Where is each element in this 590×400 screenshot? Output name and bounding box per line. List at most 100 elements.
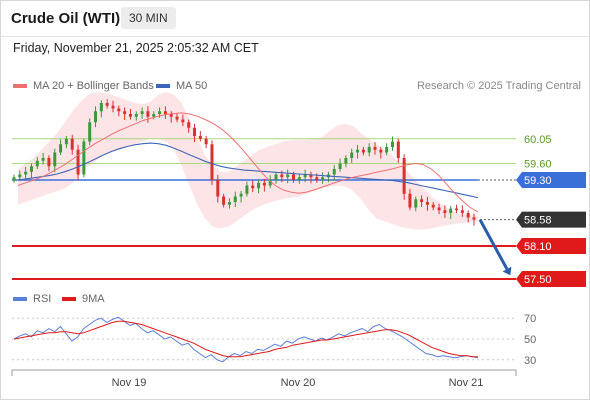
level-tag-59.30 [516,172,586,188]
candle-body [88,122,92,142]
x-tick-label-nov-19: Nov 19 [112,377,147,389]
candle-body [193,127,197,136]
legend-ma50-label: MA 50 [176,80,208,92]
candle-body [128,114,132,117]
candle-body [262,182,266,186]
candle-body [134,114,138,117]
candle-body [227,202,231,205]
candle-body [425,202,429,205]
rsi-tick-label-70: 70 [524,313,536,325]
bollinger-band-fill [18,92,478,230]
candle-body [309,174,313,178]
candle-body [204,138,208,145]
candle-body [158,111,162,114]
candle-body [175,116,179,120]
candle-body [315,177,319,180]
candle-body [449,208,453,213]
rsi-swatch [13,297,27,301]
candle-body [303,174,307,178]
candle-body [146,111,150,117]
candle-body [233,196,237,202]
candle-body [41,158,45,161]
candle-body [420,199,424,202]
candle-body [245,185,249,194]
candle-body [99,103,103,112]
candle-body [460,210,464,213]
candle-body [291,174,295,180]
candle-body [321,177,325,180]
candle-body [24,171,28,175]
candle-body [169,114,173,117]
candle-body [257,182,261,189]
candle-body [59,144,63,153]
candle-body [455,208,459,211]
candle-body [82,141,86,175]
candle-body [274,174,278,180]
x-tick-label-nov-20: Nov 20 [281,377,316,389]
level-label-57.50: 57.50 [524,274,552,286]
instrument-title: Crude Oil (WTI) [11,10,121,27]
candle-body [297,177,301,180]
ma20-swatch [13,84,27,88]
candle-body [163,111,167,114]
candle-body [437,207,441,211]
candle-body [443,210,447,213]
candle-body [47,158,51,167]
x-tick-label-nov-21: Nov 21 [449,377,484,389]
candle-body [332,169,336,175]
candle-body [338,163,342,169]
candle-body [123,111,127,114]
candle-body [239,193,243,197]
candle-body [53,152,57,167]
candle-body [12,177,16,180]
candle-body [76,149,80,175]
legend-rsi-label: RSI [33,293,52,305]
level-label-59.30: 59.30 [524,175,552,187]
candle-body [268,180,272,186]
candle-body [408,193,412,208]
candle-body [402,158,406,194]
candle-body [472,217,476,220]
legend-rsi: RSI [13,293,51,305]
candle-body [344,158,348,164]
timeframe-button[interactable]: 30 MIN [121,7,176,29]
candle-body [396,141,400,158]
rsi-ma-line [13,320,478,358]
candle-body [94,111,98,123]
rsi-tick-label-50: 50 [524,334,536,346]
chart-datetime: Friday, November 21, 2025 2:05:32 AM CET [13,41,259,55]
candle-body [350,152,354,158]
level-tag-57.50 [516,271,586,287]
chart-header: Crude Oil (WTI) 30 MIN [0,0,590,37]
candle-body [361,149,365,153]
candle-body [286,174,290,178]
candle-body [373,147,377,150]
ma50-swatch [156,84,170,88]
level-label-60.05: 60.05 [524,134,552,146]
candle-body [431,204,435,208]
candle-body [466,213,470,218]
candle-body [181,119,185,123]
rsi-tick-label-30: 30 [524,355,536,367]
candle-body [105,103,109,106]
candle-body [117,108,121,112]
candle-body [367,147,371,153]
level-tag-58.58 [516,211,586,228]
ma20-line [17,112,479,213]
level-label-58.58: 58.58 [524,215,552,227]
candle-body [152,114,156,117]
candle-body [140,111,144,114]
level-label-59.60: 59.60 [524,159,552,171]
candle-body [187,122,191,128]
projection-arrow-head [502,266,512,276]
rsi-ma-swatch [62,297,76,301]
candle-body [356,149,360,153]
level-label-58.10: 58.10 [524,241,552,253]
level-tag-58.10 [516,238,586,254]
legend-ma50: MA 50 [156,80,207,92]
projection-arrow-shaft [478,218,509,270]
candle-body [35,160,39,167]
candle-body [29,166,33,172]
research-credit: Research © 2025 Trading Central [416,80,581,92]
